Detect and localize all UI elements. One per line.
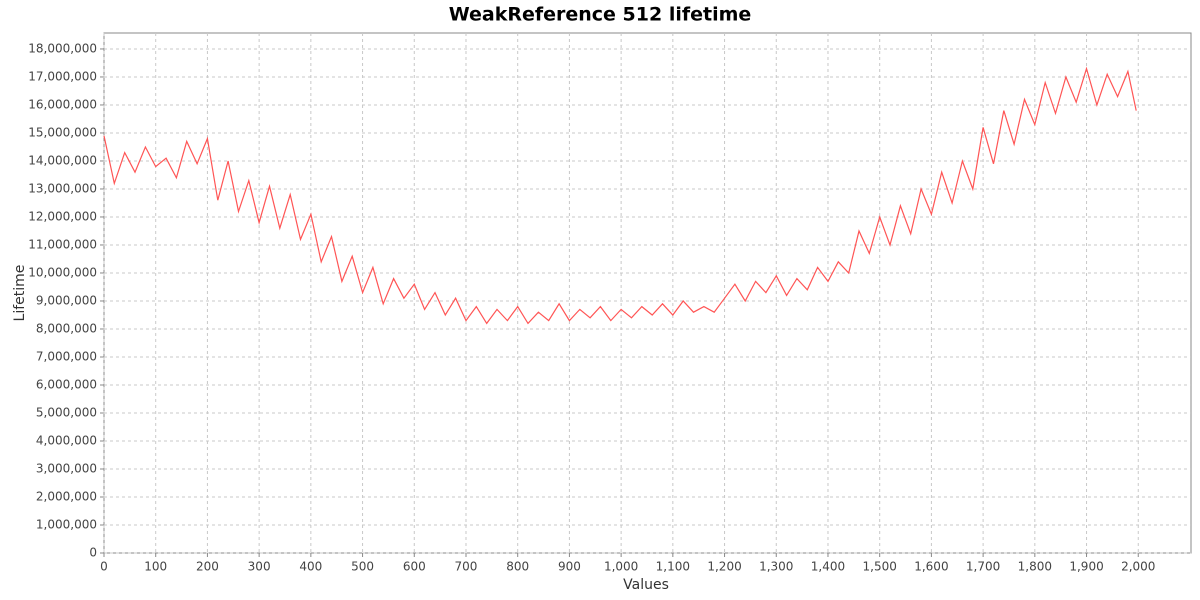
y-tick-label: 6,000,000 [36, 377, 97, 391]
y-tick-label: 3,000,000 [36, 461, 97, 475]
x-tick-label: 100 [144, 560, 167, 574]
x-tick-label: 1,900 [1069, 560, 1103, 574]
x-tick-label: 0 [100, 560, 108, 574]
x-tick-label: 500 [351, 560, 374, 574]
x-tick-label: 1,100 [656, 560, 690, 574]
y-tick-label: 14,000,000 [28, 153, 97, 167]
y-tick-label: 1,000,000 [36, 517, 97, 531]
x-tick-label: 1,400 [811, 560, 845, 574]
y-axis-label: Lifetime [12, 265, 28, 322]
y-tick-label: 17,000,000 [28, 69, 97, 83]
x-tick-label: 400 [299, 560, 322, 574]
plot-area [103, 32, 1192, 554]
x-tick-label: 200 [196, 560, 219, 574]
x-tick-label: 1,700 [966, 560, 1000, 574]
x-tick-label: 1,800 [1018, 560, 1052, 574]
y-tick-label: 4,000,000 [36, 433, 97, 447]
x-tick-label: 1,200 [707, 560, 741, 574]
y-tick-label: 13,000,000 [28, 181, 97, 195]
x-tick-label: 300 [248, 560, 271, 574]
x-axis-label: Values [623, 577, 669, 593]
chart-title: WeakReference 512 lifetime [449, 4, 752, 26]
y-tick-label: 2,000,000 [36, 489, 97, 503]
y-tick-label: 5,000,000 [36, 405, 97, 419]
x-tick-label: 1,000 [604, 560, 638, 574]
y-tick-label: 10,000,000 [28, 265, 97, 279]
x-tick-label: 700 [455, 560, 478, 574]
y-tick-label: 7,000,000 [36, 349, 97, 363]
y-tick-label: 9,000,000 [36, 293, 97, 307]
x-tick-label: 1,600 [914, 560, 948, 574]
y-tick-label: 8,000,000 [36, 321, 97, 335]
x-tick-label: 600 [403, 560, 426, 574]
y-tick-label: 0 [89, 546, 97, 560]
y-tick-label: 11,000,000 [28, 237, 97, 251]
x-tick-label: 900 [558, 560, 581, 574]
y-tick-label: 16,000,000 [28, 97, 97, 111]
x-tick-label: 1,500 [863, 560, 897, 574]
y-tick-label: 15,000,000 [28, 125, 97, 139]
y-tick-label: 12,000,000 [28, 209, 97, 223]
data-line [103, 66, 1137, 325]
x-tick-label: 800 [506, 560, 529, 574]
x-tick-label: 2,000 [1121, 560, 1155, 574]
y-tick-label: 18,000,000 [28, 41, 97, 55]
x-tick-label: 1,300 [759, 560, 793, 574]
